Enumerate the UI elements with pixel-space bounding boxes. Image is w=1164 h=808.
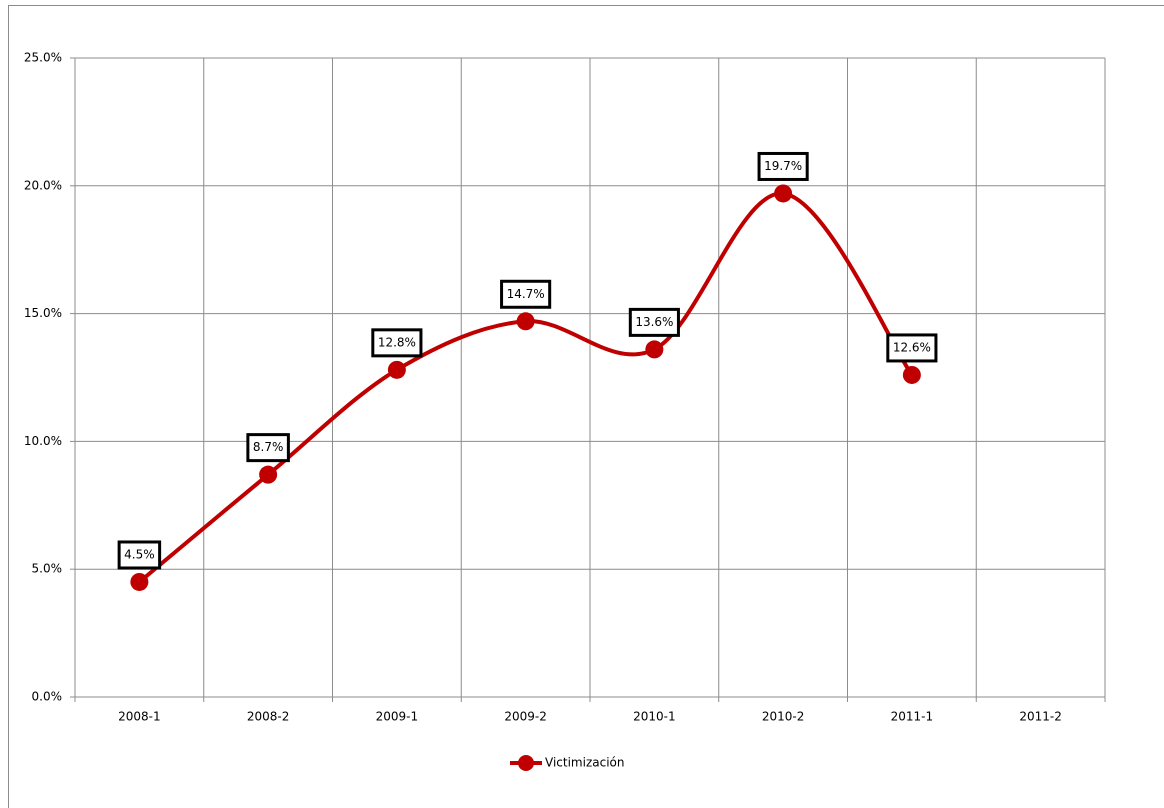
marker: [387, 360, 406, 379]
y-tick-label: 15.0%: [24, 306, 62, 320]
label-box: [757, 151, 809, 181]
marker: [774, 184, 793, 203]
data-label: 14.7%: [507, 287, 545, 301]
label-box: [246, 433, 290, 463]
marker: [259, 465, 278, 484]
marker: [516, 312, 535, 331]
y-tick-label: 25.0%: [24, 51, 62, 65]
data-label: 4.5%: [124, 547, 155, 561]
marker: [645, 340, 664, 359]
label-box: [371, 328, 423, 358]
line: [138, 191, 914, 584]
label-box: [500, 279, 552, 309]
label-box: [628, 307, 680, 337]
y-tick-label: 20.0%: [24, 178, 62, 192]
data-label: 12.8%: [378, 335, 416, 349]
marker: [902, 365, 921, 384]
data-label: 19.7%: [764, 159, 802, 173]
legend-label: Victimización: [545, 756, 624, 770]
legend-marker: [518, 755, 534, 771]
x-tick-label: 2009-1: [376, 710, 419, 724]
x-tick-label: 2008-1: [118, 710, 161, 724]
y-tick-label: 5.0%: [32, 562, 63, 576]
x-tick-label: 2010-1: [633, 710, 676, 724]
data-label: 13.6%: [635, 315, 673, 329]
data-label: 8.7%: [253, 440, 284, 454]
marker: [130, 572, 149, 591]
y-tick-label: 0.0%: [32, 690, 63, 704]
data-label: 12.6%: [893, 340, 931, 354]
label-box: [117, 540, 162, 570]
x-tick-label: 2011-2: [1019, 710, 1062, 724]
x-tick-label: 2010-2: [762, 710, 805, 724]
x-tick-label: 2011-1: [891, 710, 934, 724]
x-tick-label: 2008-2: [247, 710, 290, 724]
label-box: [886, 333, 938, 363]
x-tick-label: 2009-2: [504, 710, 547, 724]
chart-frame: [8, 5, 1164, 808]
y-tick-label: 10.0%: [24, 434, 62, 448]
